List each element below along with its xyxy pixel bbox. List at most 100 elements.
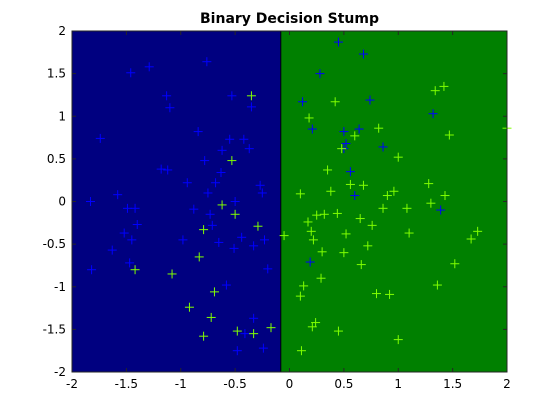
- data-point: [263, 264, 273, 274]
- data-point: [122, 203, 132, 213]
- data-point: [316, 273, 326, 283]
- data-point: [341, 229, 351, 239]
- x-tick-label: 0: [286, 377, 294, 391]
- data-point: [295, 189, 305, 199]
- data-point: [303, 217, 313, 227]
- data-point: [125, 258, 135, 268]
- data-point: [217, 200, 227, 210]
- data-point: [315, 69, 325, 79]
- x-tick-label: 1: [394, 377, 402, 391]
- data-point: [199, 331, 209, 341]
- data-point: [162, 91, 172, 101]
- data-point: [240, 329, 250, 339]
- y-tick-label: -1: [54, 280, 66, 294]
- data-point: [439, 81, 449, 91]
- data-point: [167, 269, 177, 279]
- data-point: [333, 37, 343, 47]
- data-point: [165, 103, 175, 113]
- data-point: [317, 247, 327, 257]
- data-point: [378, 142, 388, 152]
- data-point: [127, 235, 137, 245]
- data-point: [404, 228, 414, 238]
- data-point: [227, 91, 237, 101]
- data-point: [266, 323, 276, 333]
- data-point: [389, 186, 399, 196]
- data-point: [229, 243, 239, 253]
- data-point: [444, 130, 454, 140]
- data-point: [257, 188, 267, 198]
- data-point: [345, 179, 355, 189]
- data-point: [221, 280, 231, 290]
- data-point: [232, 346, 242, 356]
- data-point: [372, 289, 381, 299]
- data-point: [382, 191, 392, 201]
- data-point: [182, 178, 192, 188]
- data-point: [308, 235, 318, 245]
- data-point: [355, 214, 365, 224]
- data-point: [356, 260, 366, 270]
- data-point: [432, 280, 442, 290]
- data-point: [385, 289, 395, 299]
- data-point: [306, 226, 316, 236]
- data-point: [350, 191, 360, 201]
- region-right: [280, 31, 507, 372]
- data-point: [341, 139, 351, 149]
- x-tick-label: 2: [503, 377, 511, 391]
- chart-title: Binary Decision Stump: [200, 11, 379, 27]
- data-point: [200, 156, 210, 166]
- data-point: [428, 109, 438, 119]
- data-point: [217, 145, 227, 155]
- data-point: [249, 241, 259, 251]
- data-point: [466, 234, 476, 244]
- data-point: [440, 191, 450, 201]
- data-point: [237, 232, 247, 242]
- data-point: [130, 265, 140, 275]
- data-point: [130, 203, 140, 213]
- data-point: [255, 180, 265, 190]
- data-point: [232, 326, 242, 336]
- data-point: [307, 124, 317, 134]
- data-point: [363, 241, 373, 251]
- data-point: [402, 203, 412, 213]
- x-tick-label: -1.5: [115, 377, 138, 391]
- data-point: [119, 228, 129, 238]
- x-tick-label: -1: [175, 377, 187, 391]
- data-point: [393, 152, 403, 162]
- data-point: [296, 346, 306, 356]
- data-point: [230, 197, 240, 206]
- y-tick-label: 0.5: [47, 152, 66, 166]
- data-point: [202, 57, 212, 67]
- data-point: [85, 197, 95, 206]
- x-tick-label: 1.5: [443, 377, 462, 391]
- data-point: [430, 86, 440, 96]
- data-point: [333, 326, 343, 336]
- data-point: [126, 68, 136, 78]
- data-point: [249, 313, 259, 323]
- data-point: [337, 144, 347, 154]
- data-point: [193, 127, 203, 137]
- data-point: [113, 190, 123, 200]
- data-point: [330, 97, 340, 107]
- y-tick-label: -1.5: [43, 322, 66, 336]
- data-point: [206, 312, 216, 322]
- data-point: [312, 210, 322, 220]
- data-point: [424, 179, 434, 189]
- y-tick-label: 1: [58, 109, 66, 123]
- data-point: [203, 188, 213, 198]
- data-point: [178, 235, 188, 245]
- data-point: [132, 220, 142, 230]
- data-point: [227, 156, 237, 166]
- y-tick-label: -2: [54, 365, 66, 379]
- data-point: [189, 204, 199, 214]
- data-point: [107, 245, 117, 255]
- data-point: [298, 97, 308, 107]
- data-point: [295, 291, 305, 301]
- data-point: [339, 127, 349, 137]
- data-point: [426, 198, 436, 208]
- data-point: [393, 335, 403, 345]
- data-point: [350, 131, 360, 141]
- data-point: [279, 231, 289, 241]
- data-point: [211, 178, 221, 188]
- data-point: [358, 49, 368, 59]
- y-tick-label: 1.5: [47, 67, 66, 81]
